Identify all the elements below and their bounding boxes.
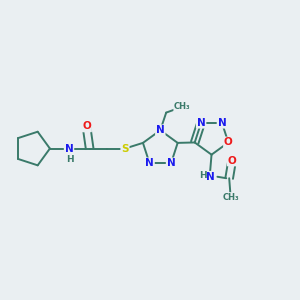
Text: N: N (218, 118, 226, 128)
Text: N: N (197, 118, 206, 128)
Text: N: N (156, 125, 165, 135)
Text: N: N (167, 158, 176, 168)
Text: N: N (206, 172, 214, 182)
Text: CH₃: CH₃ (174, 102, 191, 111)
Text: H: H (199, 171, 206, 180)
Text: N: N (65, 143, 74, 154)
Text: O: O (224, 137, 233, 148)
Text: S: S (121, 143, 129, 154)
Text: O: O (82, 122, 91, 131)
Text: H: H (66, 155, 74, 164)
Text: N: N (145, 158, 154, 168)
Text: CH₃: CH₃ (222, 193, 239, 202)
Text: O: O (228, 156, 236, 166)
